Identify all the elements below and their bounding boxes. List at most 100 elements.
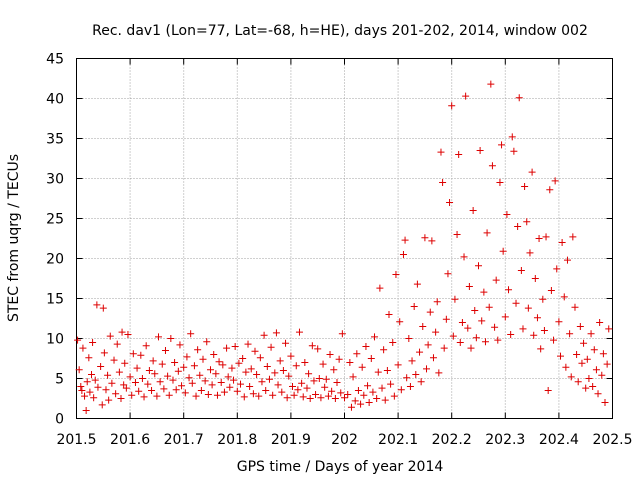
data-point <box>426 308 434 316</box>
x-tick-label: 201.6 <box>110 432 150 448</box>
data-point <box>380 346 388 354</box>
data-point <box>494 336 502 344</box>
data-point <box>530 331 538 339</box>
data-point <box>89 339 97 346</box>
data-point <box>589 383 597 390</box>
data-point <box>555 318 563 326</box>
data-point <box>169 376 177 384</box>
data-point <box>456 339 464 346</box>
data-point <box>140 393 148 401</box>
data-point <box>408 357 416 365</box>
data-point <box>75 366 83 374</box>
data-point <box>294 386 302 394</box>
data-point <box>553 265 561 273</box>
data-point <box>451 295 459 303</box>
data-point <box>397 386 405 394</box>
grid <box>76 58 613 419</box>
data-point <box>128 391 136 399</box>
data-point <box>467 344 475 352</box>
data-point <box>197 387 205 394</box>
data-point <box>592 366 600 374</box>
data-point <box>423 365 431 373</box>
data-point <box>151 370 159 378</box>
data-point <box>240 393 248 401</box>
data-point <box>312 391 320 398</box>
y-axis-label: STEC from uqrg / TECUs <box>6 154 22 322</box>
data-point <box>428 237 436 245</box>
data-point <box>331 395 339 402</box>
data-point <box>365 399 373 406</box>
data-point <box>571 303 579 311</box>
data-point <box>551 177 559 185</box>
data-point <box>563 256 571 264</box>
data-point <box>569 233 577 241</box>
data-point <box>510 147 518 155</box>
data-point <box>498 141 506 149</box>
y-tick-label: 10 <box>46 332 64 348</box>
data-point <box>401 236 409 244</box>
data-point <box>219 361 227 369</box>
data-point <box>599 350 607 358</box>
data-point <box>507 331 515 338</box>
data-point <box>180 363 188 371</box>
data-point <box>228 364 236 372</box>
data-point <box>396 318 404 326</box>
data-point <box>354 387 362 394</box>
data-point <box>403 374 411 382</box>
data-point <box>419 323 427 330</box>
data-point <box>378 384 386 392</box>
data-point <box>215 358 223 366</box>
data-point <box>93 301 101 309</box>
x-tick-label: 202.2 <box>432 432 472 448</box>
data-point <box>258 378 266 386</box>
x-tick-label: 201.5 <box>56 432 96 448</box>
data-point <box>129 350 137 358</box>
data-point <box>272 329 280 337</box>
data-point <box>290 391 298 399</box>
data-point <box>475 262 482 270</box>
data-point <box>208 381 216 389</box>
data-point <box>158 360 166 368</box>
data-point <box>88 371 96 378</box>
data-point <box>276 357 284 365</box>
data-point <box>199 355 207 363</box>
data-point <box>212 370 220 378</box>
y-tick-label: 5 <box>55 372 64 388</box>
data-point <box>204 391 212 398</box>
data-point <box>167 335 175 342</box>
data-point <box>442 315 450 323</box>
data-point <box>181 389 189 397</box>
data-point <box>501 313 509 321</box>
data-point <box>223 344 231 352</box>
data-point <box>523 218 531 226</box>
data-point <box>358 363 366 371</box>
data-point <box>406 383 414 390</box>
x-tick-label: 202.3 <box>485 432 525 448</box>
data-point <box>412 371 420 378</box>
data-point <box>524 304 532 312</box>
data-point <box>190 362 198 370</box>
data-point <box>207 366 214 374</box>
data-point <box>91 376 99 384</box>
x-axis-label: GPS time / Days of year 2014 <box>237 459 444 475</box>
data-point <box>90 394 98 402</box>
data-point <box>235 359 243 367</box>
data-point <box>547 287 555 294</box>
y-tick-label: 45 <box>46 52 64 68</box>
data-point <box>585 375 593 382</box>
data-point <box>605 325 613 333</box>
data-point <box>440 344 448 352</box>
data-point <box>483 229 491 237</box>
x-tick-label: 202.1 <box>378 432 418 448</box>
data-point <box>230 376 238 384</box>
data-point <box>192 392 200 400</box>
data-point <box>305 370 313 378</box>
data-point <box>550 336 558 344</box>
data-point <box>251 347 259 355</box>
data-point <box>512 299 520 307</box>
data-point <box>503 211 511 218</box>
data-point <box>566 330 574 338</box>
data-point <box>97 363 105 370</box>
data-point <box>278 388 286 396</box>
